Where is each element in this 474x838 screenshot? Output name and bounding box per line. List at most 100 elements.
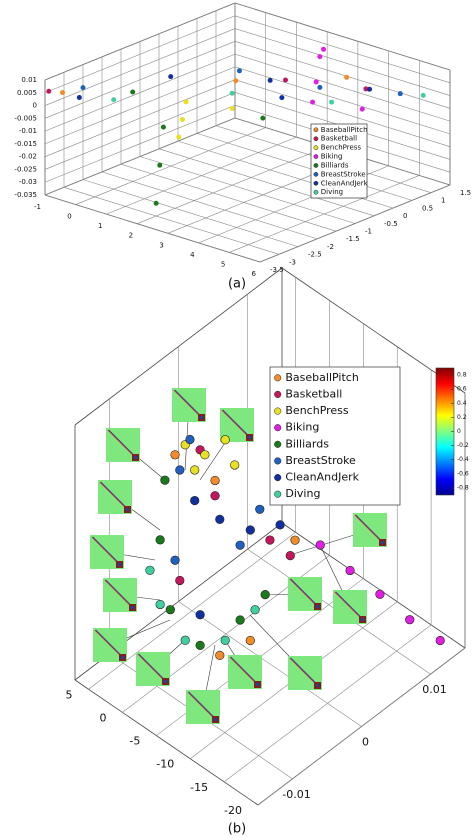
thumbnail [106, 428, 140, 462]
legend-marker [274, 457, 282, 465]
grid-line [234, 53, 451, 122]
data-point [175, 465, 185, 475]
grid-line [63, 187, 280, 255]
data-point [153, 200, 159, 206]
data-point [310, 99, 316, 105]
data-point [160, 124, 166, 130]
data-point [229, 90, 235, 96]
grid-line [44, 117, 236, 196]
legend-label: Billiards [321, 161, 349, 169]
z-tick-label: 0 [33, 102, 37, 110]
x-tick-label: -1 [34, 203, 41, 211]
data-point [329, 99, 335, 105]
legend-label: Diving [321, 188, 343, 196]
legend-marker [313, 180, 319, 186]
data-point [375, 589, 385, 599]
legend-label: Billiards [285, 437, 329, 450]
x-tick-label: 4 [190, 251, 195, 259]
data-point [215, 514, 225, 524]
data-point [290, 535, 300, 545]
y-tick-label: -3 [289, 258, 296, 266]
data-point [170, 450, 180, 460]
box-edge [281, 267, 466, 394]
caption: (a) [228, 277, 246, 292]
data-point [255, 504, 265, 514]
grid-line [139, 156, 356, 224]
thumbnail [353, 513, 387, 547]
grid-line [82, 179, 299, 247]
data-point [165, 605, 175, 615]
data-point [170, 555, 180, 565]
data-point [245, 525, 255, 535]
data-point [236, 68, 242, 74]
grid-line [234, 28, 451, 96]
data-point [260, 589, 270, 600]
thumbnail-block [316, 684, 319, 687]
chart-0: -1 0 1 2 3 4 5 6 1.5 1 0.5 0 -0.5 -1 -1.5 -2 -2.5 -3 -3.5 0… [14, 2, 471, 292]
chart-1: 5 0 -5 -10 -15 -20 0.01 0 -0.01 BaseballPitch Bask… [66, 267, 469, 837]
legend-marker [313, 172, 319, 177]
z-tick-label: -0.03 [19, 178, 37, 186]
grid-line [178, 601, 362, 727]
thumbnail [103, 578, 137, 612]
thumbnail-block [214, 718, 217, 721]
y-tick-label: 1 [441, 197, 445, 205]
thumbnail [288, 656, 322, 690]
data-point [179, 116, 185, 122]
data-point [344, 74, 350, 80]
grid-line [44, 66, 236, 145]
thumbnail-block [164, 680, 167, 683]
data-point [267, 77, 273, 83]
legend-marker [274, 424, 282, 432]
data-point [363, 86, 369, 92]
data-point [283, 77, 288, 83]
legend-marker [274, 374, 282, 382]
data-point [245, 635, 255, 646]
thumbnail-block [361, 618, 364, 621]
thumbnail [172, 388, 206, 422]
data-point [157, 162, 163, 168]
legend-label: Basketball [321, 135, 357, 143]
legend-marker [313, 127, 319, 133]
legend-label: BreastStroke [321, 170, 366, 178]
legend-label: Diving [285, 487, 320, 500]
data-point [321, 46, 326, 52]
legend-label: Biking [321, 153, 343, 161]
legend-box [269, 366, 401, 506]
thumbnail-block [118, 563, 121, 566]
colorbar-tick-label: -0.2 [457, 442, 469, 449]
grid-line [234, 2, 451, 71]
box-edge [281, 522, 466, 649]
data-point [195, 610, 205, 620]
data-point [76, 95, 82, 101]
data-point [200, 450, 210, 460]
grid-line [196, 133, 413, 201]
data-point [145, 565, 155, 575]
y-tick-label: 0.01 [422, 683, 447, 696]
data-point [233, 78, 239, 84]
x-tick-label: -5 [129, 735, 140, 748]
grid-line [101, 171, 318, 240]
data-point [80, 85, 86, 91]
data-point [60, 90, 66, 96]
data-point [46, 88, 52, 94]
legend-marker [313, 154, 319, 159]
colorbar-tick-label: 0.6 [457, 386, 467, 393]
legend-label: BaseballPitch [321, 126, 368, 134]
y-tick-label: 1.5 [460, 189, 471, 197]
data-point [260, 115, 266, 121]
legend-marker [274, 490, 282, 498]
y-tick-label: 0 [362, 736, 369, 749]
data-point [345, 565, 355, 576]
colorbar-tick-label: 0 [457, 428, 461, 435]
z-tick-label: 0.01 [21, 76, 37, 84]
z-tick-label: -0.015 [14, 140, 37, 148]
data-point [397, 91, 403, 97]
legend-label: BenchPress [321, 144, 362, 152]
x-tick-label: 1 [98, 222, 102, 230]
thumbnail-block [248, 436, 251, 439]
legend-marker [313, 136, 319, 142]
thumbnail-block [131, 606, 134, 609]
legend-marker [313, 189, 319, 195]
